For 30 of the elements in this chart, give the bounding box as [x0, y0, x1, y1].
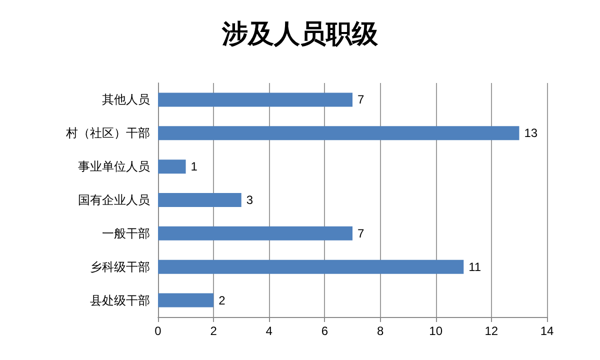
bar	[158, 193, 242, 207]
data-label: 13	[524, 126, 538, 140]
x-tick-label: 2	[210, 324, 218, 338]
y-tick-label: 国有企业人员	[78, 193, 150, 207]
y-tick-label: 一般干部	[102, 226, 150, 240]
x-tick-label: 0	[154, 324, 162, 338]
x-tick-label: 12	[484, 324, 498, 338]
y-tick-label: 县处级干部	[90, 293, 150, 308]
y-tick-label: 乡科级干部	[90, 260, 150, 274]
bar	[158, 160, 186, 174]
data-label: 2	[218, 293, 226, 308]
data-label: 3	[246, 193, 254, 207]
chart-title: 涉及人员职级	[221, 20, 379, 48]
bar	[158, 293, 214, 308]
data-label: 1	[190, 160, 198, 174]
x-tick-label: 10	[429, 324, 443, 338]
x-tick-label: 4	[266, 324, 273, 338]
y-tick-label: 村（社区）干部	[65, 126, 150, 140]
bar	[158, 126, 520, 140]
x-tick-label: 6	[321, 324, 328, 338]
bar	[158, 260, 464, 274]
y-tick-label: 其他人员	[102, 92, 150, 107]
data-label: 7	[358, 92, 364, 107]
data-label: 11	[468, 260, 482, 274]
bar	[158, 226, 352, 240]
x-tick-label: 8	[376, 324, 384, 338]
x-tick-label: 14	[540, 324, 554, 338]
data-label: 7	[358, 226, 364, 240]
y-tick-label: 事业单位人员	[78, 160, 150, 174]
bar	[158, 92, 352, 107]
